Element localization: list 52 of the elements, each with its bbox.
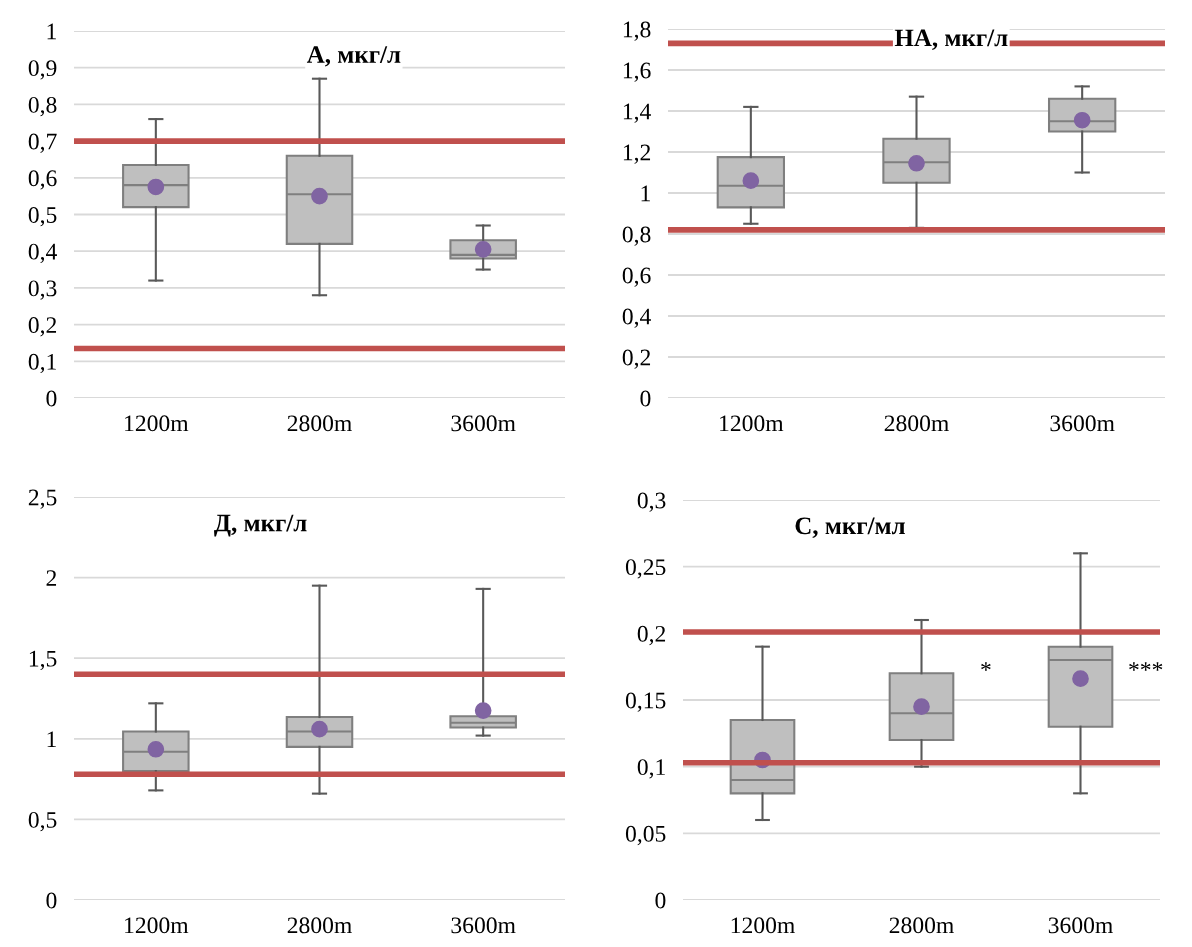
x-tick-label: 2800m [884,415,949,432]
x-tick-label: 3600m [1048,917,1113,934]
x-tick-label: 1200m [125,917,189,934]
y-tick-label: 1 [47,23,56,40]
x-tick-label: 3600m [451,917,516,934]
y-tick-label: 2,5 [28,489,57,509]
text: Д, мкг/л [214,514,307,537]
annotation: *** [1129,662,1163,671]
x-tick-label: 1200m [720,415,784,432]
x-tick-label: 3600m [451,415,516,432]
y-tick-label: 0,4 [28,243,57,264]
y-tick-label: 0,4 [622,308,651,328]
y-tick-label: 0 [46,892,57,909]
y-tick-label: 0,05 [625,825,666,846]
chart-title: НА, мкг/л [894,29,1008,50]
y-tick-label: 0 [46,390,57,407]
y-tick-label: 0,9 [28,60,57,80]
y-tick-label: 0 [655,892,666,909]
y-tick-label: 1,6 [623,62,651,82]
y-tick-label: 0,1 [28,353,56,374]
x-tick-label: 2800m [287,415,352,432]
y-tick-label: 0,5 [28,206,57,227]
y-tick-label: 0,2 [622,349,651,369]
y-tick-label: 1,8 [623,21,651,41]
text: С, мкг/мл [795,517,905,538]
annotation: * [981,662,991,671]
x-tick-label: 1200m [731,917,795,934]
y-tick-label: 0,8 [28,96,57,117]
y-tick-label: 0,8 [622,226,651,246]
y-tick-label: 0 [640,390,651,407]
y-tick-label: 1,2 [623,144,651,164]
y-tick-label: 2 [46,570,57,586]
y-tick-label: 0,25 [625,559,666,579]
x-tick-label: 3600m [1050,415,1115,432]
y-tick-label: 0,2 [637,625,666,646]
y-tick-label: 0,15 [625,692,666,712]
y-tick-label: 0,3 [28,280,57,300]
x-tick-label: 2800m [889,917,954,934]
y-tick-label: 0,1 [637,759,665,779]
y-tick-label: 0,3 [637,492,666,512]
text: А, мкг/л [306,46,401,67]
y-tick-label: 1,4 [623,103,651,123]
y-tick-label: 0,7 [28,133,57,153]
y-tick-label: 1 [47,731,56,747]
x-tick-label: 2800m [287,917,352,934]
y-tick-label: 1,5 [29,650,57,671]
x-tick-label: 1200m [125,415,189,432]
y-tick-label: 1 [641,185,650,202]
y-tick-label: 0,6 [28,170,57,190]
y-tick-label: 0,2 [28,317,57,337]
y-tick-label: 0,5 [28,811,57,832]
y-tick-label: 0,6 [622,267,651,287]
